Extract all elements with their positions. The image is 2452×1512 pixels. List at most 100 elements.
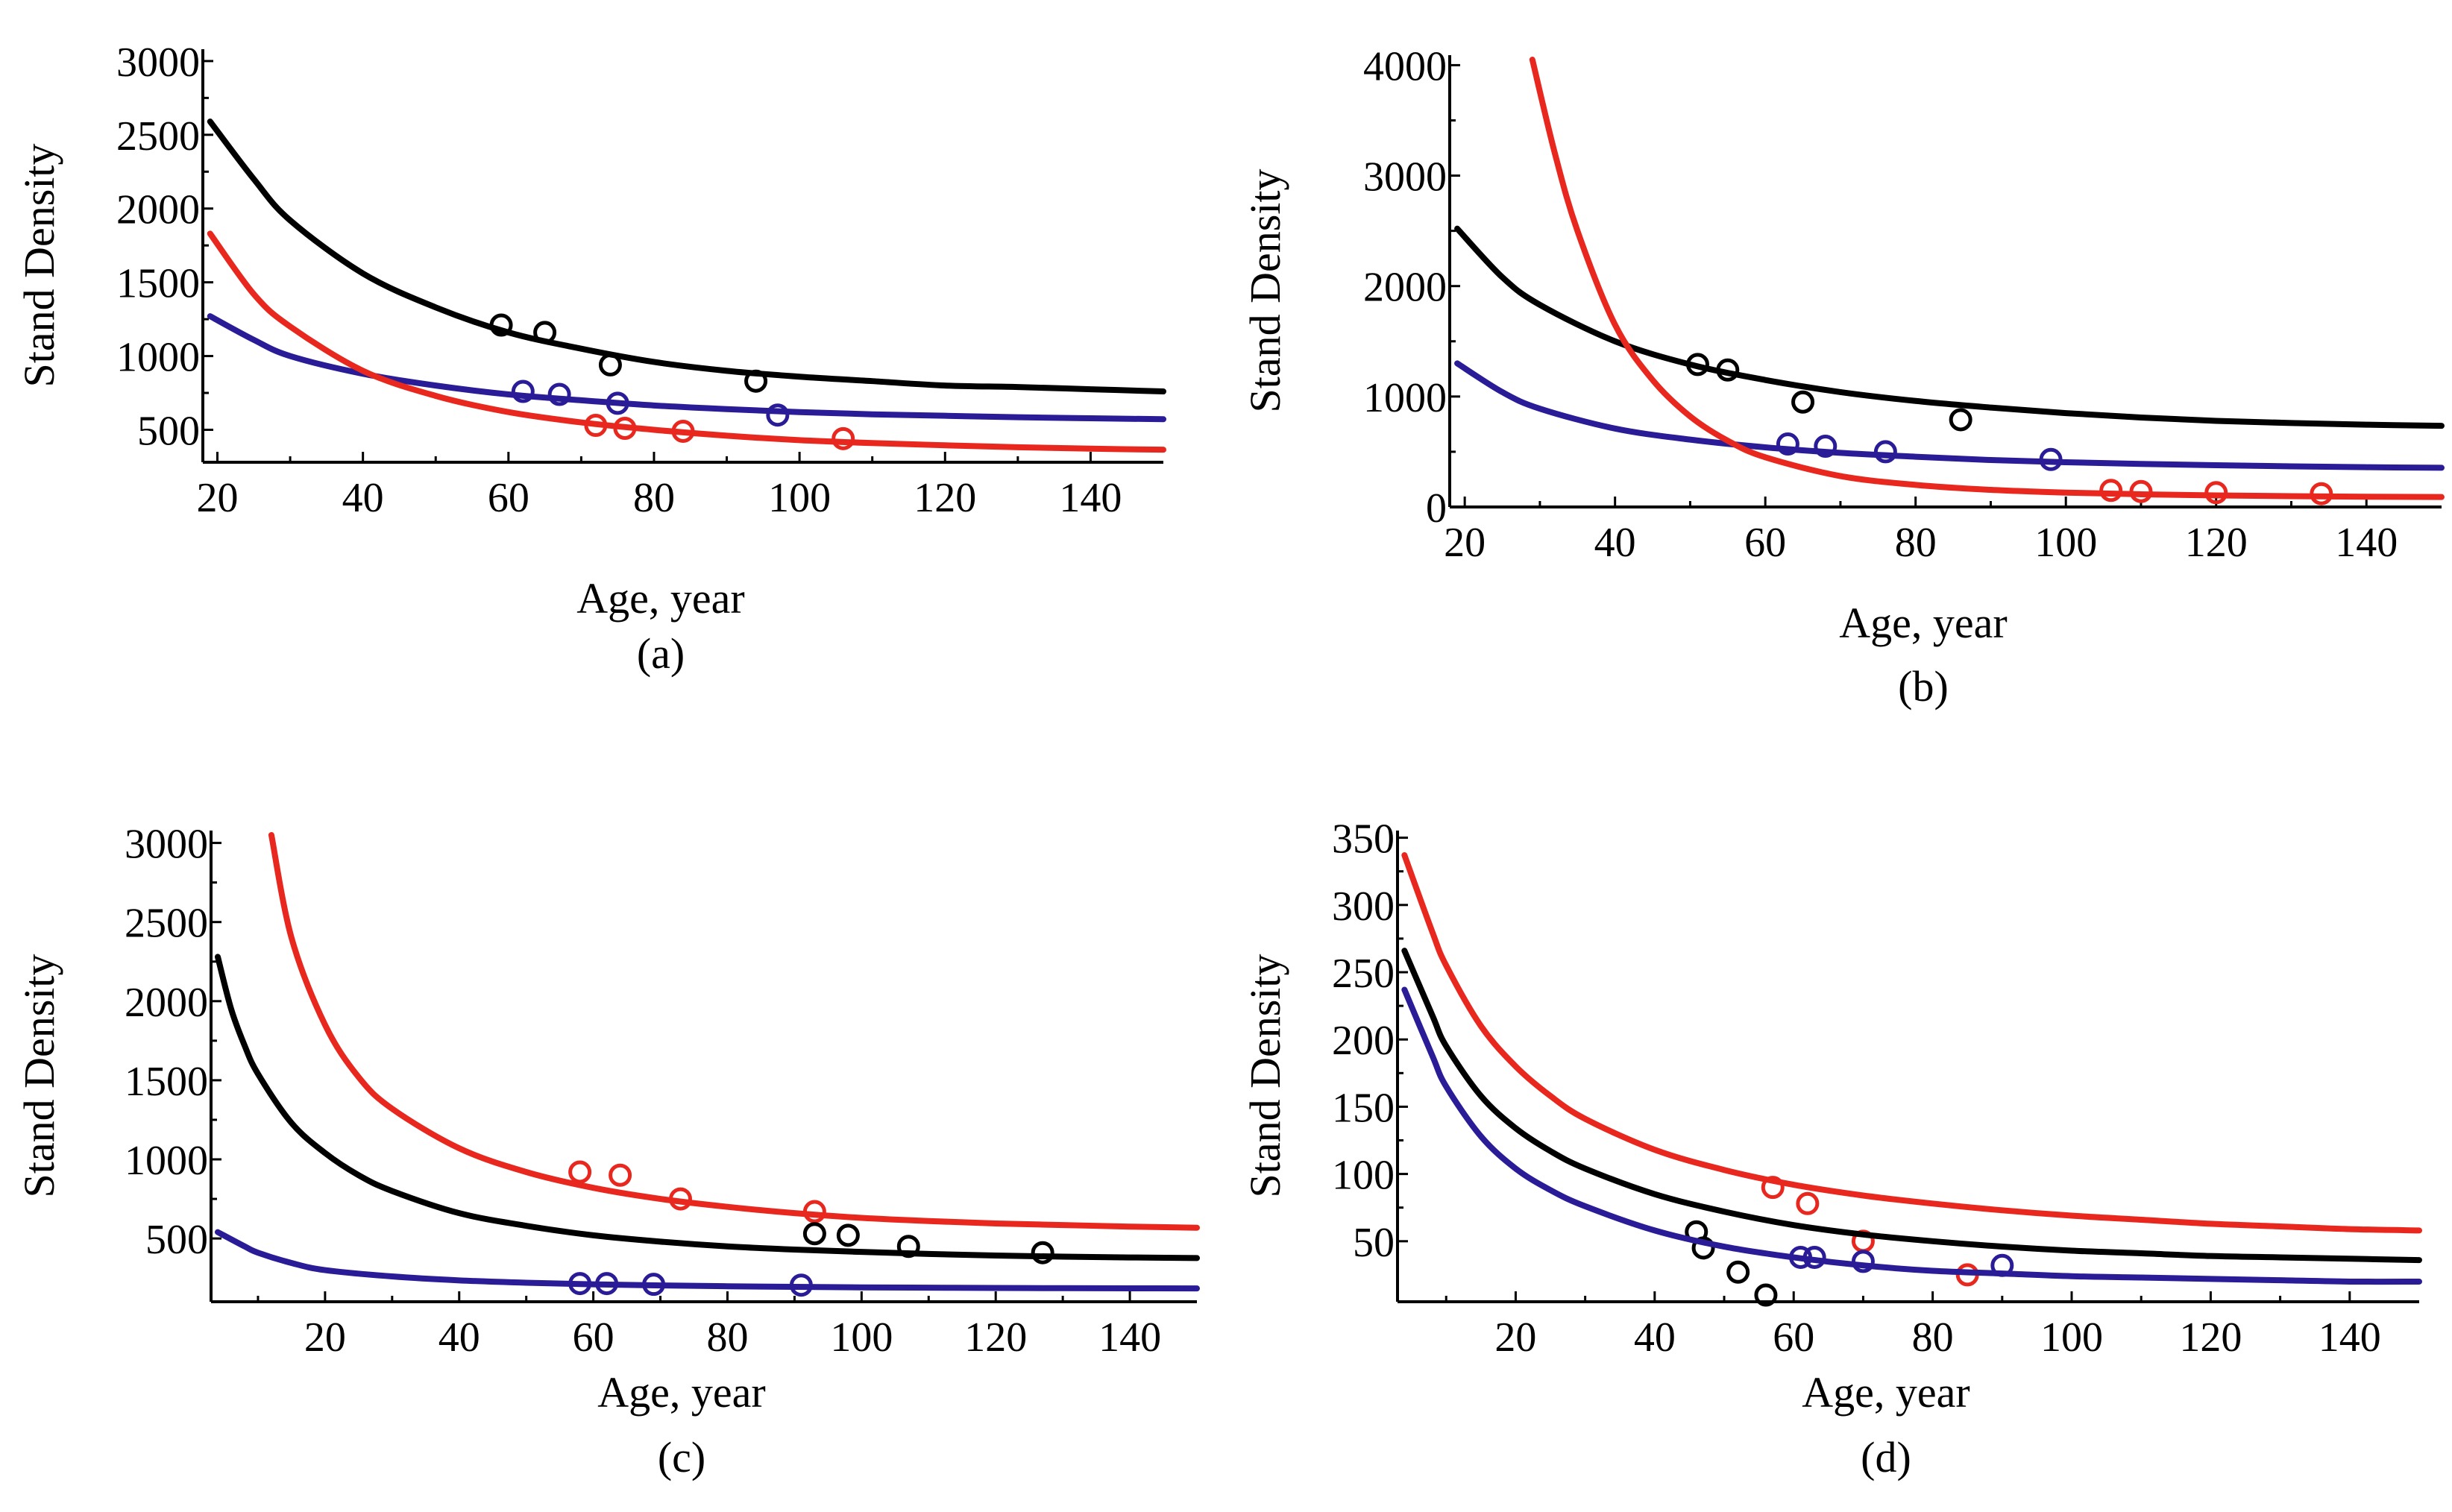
data-point-red-c: [669, 1187, 693, 1211]
data-point-black-a: [533, 321, 557, 344]
x-tick-label-d: 40: [1634, 1314, 1676, 1361]
y-tick-label-d: 350: [1332, 816, 1395, 863]
y-tick-label-d: 50: [1353, 1220, 1395, 1266]
series-line-blue-d: [1401, 986, 2422, 1285]
x-axis-title-a: Age, year: [576, 574, 744, 623]
panel-caption-a: (a): [637, 629, 685, 678]
y-tick-label-c: 1000: [125, 1138, 208, 1184]
data-point-blue-c: [595, 1272, 619, 1296]
panel-caption-b: (b): [1898, 662, 1949, 711]
y-tick-label-a: 2000: [116, 187, 200, 233]
data-point-blue-d: [1990, 1253, 2014, 1277]
data-point-blue-b: [2039, 447, 2063, 471]
x-tick-label-a: 80: [633, 475, 675, 521]
y-tick-label-b: 1000: [1363, 375, 1447, 421]
data-point-black-c: [802, 1222, 826, 1246]
data-point-blue-d: [1851, 1250, 1875, 1273]
data-point-blue-a: [511, 379, 535, 403]
data-point-blue-a: [606, 391, 629, 415]
x-tick-label-b: 140: [2335, 520, 2398, 566]
y-tick-label-a: 1000: [116, 335, 200, 381]
x-tick-label-c: 40: [438, 1314, 480, 1361]
y-tick-label-a: 500: [137, 408, 200, 454]
x-tick-label-d: 80: [1912, 1314, 1954, 1361]
data-point-blue-d: [1789, 1245, 1813, 1269]
data-point-blue-c: [642, 1273, 666, 1297]
y-tick-label-a: 1500: [116, 261, 200, 307]
x-tick-label-a: 100: [768, 475, 831, 521]
x-tick-label-c: 20: [304, 1314, 346, 1361]
x-tick-label-b: 100: [2034, 520, 2097, 566]
series-line-black-d: [1401, 948, 2422, 1264]
y-axis-title-b: Stand Density: [1241, 168, 1289, 412]
chart-svg-c: 20 40 60 80 100 120 140 500 1000 1500 2000 2500 3000…: [15, 822, 1200, 1481]
series-line-red-c: [268, 832, 1200, 1231]
x-tick-label-a: 140: [1059, 475, 1122, 521]
series-line-blue-c: [214, 1229, 1200, 1292]
data-point-red-d: [1761, 1176, 1785, 1200]
x-tick-label-b: 120: [2185, 520, 2248, 566]
x-tick-label-d: 120: [2179, 1314, 2242, 1361]
x-tick-label-a: 40: [342, 475, 384, 521]
data-point-black-a: [489, 313, 513, 337]
data-point-red-b: [2310, 482, 2333, 505]
y-axis-title-c: Stand Density: [15, 954, 63, 1197]
y-tick-label-c: 500: [145, 1217, 208, 1263]
x-axis-title-b: Age, year: [1839, 599, 2007, 647]
y-tick-label-c: 2500: [125, 901, 208, 947]
data-point-red-a: [671, 419, 695, 443]
series-line-black-c: [214, 954, 1200, 1261]
data-point-black-a: [598, 353, 622, 377]
y-tick-label-d: 300: [1332, 883, 1395, 930]
series-line-black-a: [207, 119, 1166, 395]
data-point-black-b: [1686, 353, 1709, 377]
y-tick-label-d: 100: [1332, 1153, 1395, 1199]
series-line-red-b: [1529, 57, 2445, 500]
data-point-black-a: [744, 369, 768, 393]
data-point-black-b: [1949, 408, 1972, 432]
y-tick-label-b: 0: [1426, 485, 1447, 532]
data-point-blue-a: [547, 382, 571, 406]
chart-svg-b: 20 40 60 80 100 120 140 0 1000 2000 3000 4000 Age, y…: [1241, 43, 2445, 711]
y-tick-label-d: 250: [1332, 951, 1395, 997]
data-point-black-d: [1754, 1283, 1778, 1307]
series-line-blue-b: [1454, 360, 2445, 471]
x-tick-label-a: 120: [914, 475, 976, 521]
data-point-blue-b: [1776, 432, 1799, 456]
x-tick-label-c: 120: [964, 1314, 1027, 1361]
y-tick-label-c: 1500: [125, 1059, 208, 1105]
data-point-blue-b: [1814, 435, 1838, 459]
data-point-blue-b: [1873, 440, 1897, 464]
data-point-red-b: [2129, 479, 2153, 503]
y-tick-label-d: 200: [1332, 1018, 1395, 1064]
x-tick-label-d: 140: [2319, 1314, 2381, 1361]
data-point-blue-d: [1802, 1245, 1826, 1269]
chart-panel-a: 20 40 60 80 100 120 140 500 1000 1500 2000 2500 3000…: [0, 0, 1226, 746]
data-point-red-b: [2204, 481, 2228, 505]
y-axis-title-d: Stand Density: [1241, 954, 1289, 1197]
x-tick-label-a: 20: [197, 475, 239, 521]
x-tick-label-b: 60: [1744, 520, 1786, 566]
series-line-red-d: [1401, 852, 2422, 1234]
x-tick-label-d: 20: [1494, 1314, 1536, 1361]
data-point-black-c: [896, 1235, 920, 1259]
y-tick-label-a: 3000: [116, 40, 200, 86]
data-point-blue-c: [789, 1273, 813, 1297]
series-line-red-a: [207, 230, 1166, 453]
y-tick-label-b: 2000: [1363, 265, 1447, 311]
panel-caption-d: (d): [1861, 1433, 1911, 1481]
x-tick-label-c: 60: [573, 1314, 614, 1361]
y-tick-label-d: 150: [1332, 1085, 1395, 1131]
y-tick-label-a: 2500: [116, 113, 200, 160]
x-tick-label-d: 60: [1773, 1314, 1814, 1361]
x-tick-label-a: 60: [488, 475, 529, 521]
data-point-black-b: [1791, 390, 1815, 414]
y-tick-label-c: 3000: [125, 822, 208, 868]
data-point-red-c: [802, 1200, 826, 1223]
x-tick-label-c: 140: [1098, 1314, 1161, 1361]
y-axis-title-a: Stand Density: [15, 143, 63, 387]
data-point-red-a: [832, 426, 855, 450]
data-point-black-c: [1031, 1241, 1054, 1264]
data-point-red-b: [2099, 479, 2123, 503]
chart-panel-b: 20 40 60 80 100 120 140 0 1000 2000 3000 4000 Age, y…: [1226, 0, 2452, 746]
